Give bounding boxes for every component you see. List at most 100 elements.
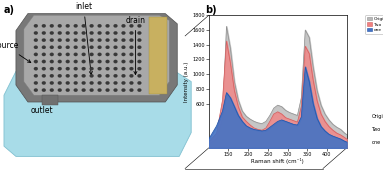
Polygon shape: [4, 71, 191, 156]
Circle shape: [42, 60, 46, 63]
Circle shape: [106, 31, 110, 35]
Circle shape: [106, 67, 110, 70]
Circle shape: [98, 60, 101, 63]
Circle shape: [90, 38, 93, 42]
Circle shape: [98, 38, 101, 42]
Circle shape: [34, 81, 38, 85]
Circle shape: [137, 74, 141, 78]
Circle shape: [106, 60, 110, 63]
Circle shape: [129, 53, 133, 56]
Circle shape: [74, 60, 78, 63]
Circle shape: [98, 24, 101, 28]
Circle shape: [113, 46, 118, 49]
Circle shape: [34, 38, 38, 42]
Circle shape: [82, 31, 86, 35]
Polygon shape: [42, 95, 58, 105]
Circle shape: [106, 88, 110, 92]
Circle shape: [50, 60, 54, 63]
Circle shape: [129, 88, 133, 92]
Circle shape: [106, 24, 110, 28]
Circle shape: [121, 67, 126, 70]
Circle shape: [58, 88, 62, 92]
Circle shape: [137, 60, 141, 63]
Circle shape: [42, 46, 46, 49]
Circle shape: [82, 53, 86, 56]
Circle shape: [42, 31, 46, 35]
Circle shape: [42, 74, 46, 78]
Circle shape: [66, 67, 70, 70]
Circle shape: [66, 81, 70, 85]
Circle shape: [90, 31, 93, 35]
Legend: Origin, Two, one: Origin, Two, one: [365, 15, 383, 34]
Circle shape: [129, 31, 133, 35]
Circle shape: [90, 60, 93, 63]
Circle shape: [129, 60, 133, 63]
Circle shape: [42, 81, 46, 85]
Circle shape: [58, 46, 62, 49]
Circle shape: [74, 53, 78, 56]
Circle shape: [129, 74, 133, 78]
Circle shape: [113, 60, 118, 63]
Text: one: one: [372, 140, 381, 145]
Circle shape: [34, 74, 38, 78]
Circle shape: [66, 24, 70, 28]
Circle shape: [90, 74, 93, 78]
Circle shape: [74, 24, 78, 28]
Circle shape: [50, 31, 54, 35]
Circle shape: [34, 24, 38, 28]
Circle shape: [106, 53, 110, 56]
Circle shape: [58, 31, 62, 35]
Circle shape: [129, 24, 133, 28]
Circle shape: [74, 46, 78, 49]
Text: drain: drain: [125, 16, 146, 74]
Circle shape: [58, 53, 62, 56]
Circle shape: [90, 88, 93, 92]
Text: b): b): [205, 5, 216, 15]
Circle shape: [113, 88, 118, 92]
Circle shape: [137, 81, 141, 85]
Circle shape: [42, 67, 46, 70]
Circle shape: [90, 24, 93, 28]
Circle shape: [121, 24, 126, 28]
Circle shape: [66, 31, 70, 35]
Circle shape: [58, 67, 62, 70]
Circle shape: [113, 38, 118, 42]
Circle shape: [113, 67, 118, 70]
Text: source: source: [0, 41, 31, 63]
Circle shape: [74, 31, 78, 35]
Circle shape: [106, 38, 110, 42]
Circle shape: [82, 24, 86, 28]
Circle shape: [129, 81, 133, 85]
Circle shape: [129, 46, 133, 49]
Circle shape: [90, 67, 93, 70]
Circle shape: [34, 60, 38, 63]
Circle shape: [74, 74, 78, 78]
Circle shape: [90, 53, 93, 56]
Circle shape: [42, 38, 46, 42]
Circle shape: [113, 81, 118, 85]
Circle shape: [137, 67, 141, 70]
Circle shape: [98, 46, 101, 49]
Circle shape: [74, 67, 78, 70]
Circle shape: [121, 60, 126, 63]
Circle shape: [58, 38, 62, 42]
Circle shape: [82, 38, 86, 42]
Circle shape: [42, 88, 46, 92]
Circle shape: [82, 60, 86, 63]
Circle shape: [106, 74, 110, 78]
Circle shape: [42, 53, 46, 56]
Circle shape: [66, 46, 70, 49]
Circle shape: [82, 88, 86, 92]
Circle shape: [137, 46, 141, 49]
Circle shape: [58, 81, 62, 85]
Circle shape: [113, 24, 118, 28]
Circle shape: [121, 46, 126, 49]
Circle shape: [82, 46, 86, 49]
Circle shape: [50, 67, 54, 70]
Circle shape: [50, 81, 54, 85]
Circle shape: [121, 88, 126, 92]
Circle shape: [98, 81, 101, 85]
Circle shape: [137, 31, 141, 35]
Circle shape: [34, 53, 38, 56]
Polygon shape: [24, 15, 169, 95]
